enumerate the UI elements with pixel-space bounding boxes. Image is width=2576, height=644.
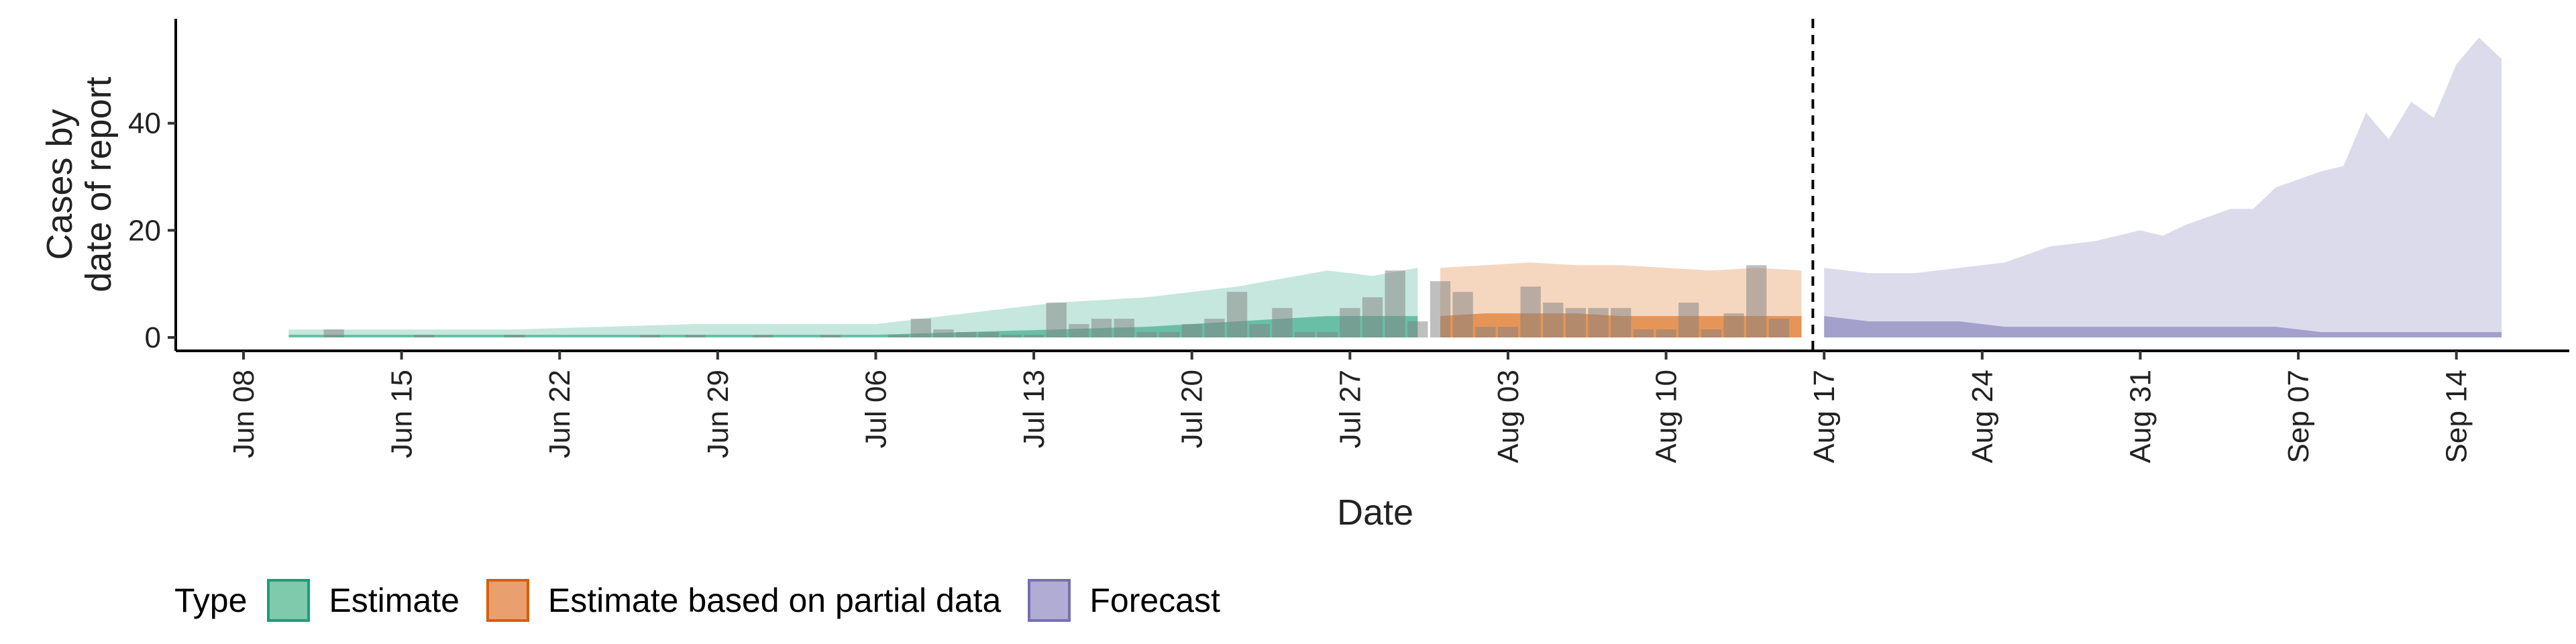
observed-bar bbox=[1588, 308, 1609, 338]
band-outer-forecast bbox=[1824, 37, 2502, 338]
legend-title: Type bbox=[174, 582, 248, 619]
observed-bar bbox=[1114, 319, 1134, 338]
legend-swatch-estimate bbox=[267, 579, 311, 622]
y-tick-label: 0 bbox=[145, 321, 161, 354]
observed-bar bbox=[910, 319, 931, 338]
observed-bar bbox=[1723, 313, 1744, 338]
y-tick-label: 20 bbox=[128, 214, 161, 247]
observed-bar bbox=[933, 329, 954, 338]
observed-bar bbox=[820, 335, 841, 338]
observed-bar bbox=[1430, 281, 1451, 338]
x-tick-label: Jun 08 bbox=[227, 370, 260, 458]
x-tick-label: Aug 24 bbox=[1966, 370, 1999, 463]
y-axis-title: Cases by date of report bbox=[40, 76, 119, 292]
observed-bar bbox=[1294, 332, 1316, 338]
observed-bar bbox=[639, 335, 661, 338]
observed-bar bbox=[1475, 327, 1496, 338]
band-outer-estimate bbox=[288, 268, 1418, 338]
observed-bar bbox=[1497, 327, 1519, 338]
x-tick-label: Jul 20 bbox=[1176, 370, 1209, 448]
legend-item-partial: Estimate based on partial data bbox=[486, 579, 1001, 622]
observed-bar bbox=[1452, 292, 1473, 338]
observed-bar bbox=[1069, 324, 1089, 338]
legend: Type Estimate Estimate based on partial … bbox=[174, 577, 1247, 624]
x-axis-title: Date bbox=[1337, 492, 1413, 533]
observed-bar bbox=[1543, 303, 1564, 338]
observed-bar bbox=[1091, 319, 1112, 338]
x-tick-label: Sep 07 bbox=[2282, 370, 2315, 463]
observed-bar bbox=[1046, 303, 1067, 338]
legend-label-estimate: Estimate bbox=[329, 582, 460, 619]
band-inner-estimate bbox=[288, 316, 1418, 338]
observed-bar bbox=[888, 335, 909, 338]
x-tick-label: Jul 06 bbox=[859, 370, 892, 448]
observed-bar bbox=[978, 332, 999, 338]
axes: 0 20 40 Jun 08 Jun 15 Jun 22 Jun 29 Jul 06 Jul 1… bbox=[128, 19, 2569, 463]
observed-bar bbox=[1746, 265, 1767, 338]
observed-bar bbox=[1249, 324, 1270, 338]
observed-bar bbox=[1001, 335, 1022, 338]
observed-bar bbox=[1701, 329, 1722, 338]
observed-bar bbox=[323, 329, 344, 338]
observed-bar bbox=[504, 335, 525, 338]
x-tick-label: Jun 29 bbox=[702, 370, 735, 458]
observed-bar bbox=[753, 335, 773, 338]
observed-bar bbox=[1204, 319, 1225, 338]
x-tick-label: Aug 31 bbox=[2124, 370, 2157, 463]
observed-bar bbox=[1611, 308, 1631, 338]
legend-swatch-partial bbox=[486, 579, 529, 622]
observed-bar bbox=[1023, 335, 1044, 338]
y-tick-label: 40 bbox=[128, 107, 161, 140]
observed-bar bbox=[1159, 332, 1180, 338]
legend-item-forecast: Forecast bbox=[1028, 579, 1220, 622]
observed-bar bbox=[1656, 329, 1676, 338]
x-tick-label: Jun 15 bbox=[386, 370, 419, 458]
observed-bar bbox=[1678, 303, 1699, 338]
observed-bar bbox=[1181, 324, 1202, 338]
x-tick-label: Jun 22 bbox=[543, 370, 576, 458]
observed-bar bbox=[1385, 270, 1405, 338]
observed-bar bbox=[1272, 308, 1293, 338]
observed-bar bbox=[685, 335, 706, 338]
observed-bar bbox=[1633, 329, 1654, 338]
observed-bar bbox=[414, 335, 435, 338]
observed-bar bbox=[1362, 297, 1383, 338]
observed-bar bbox=[1565, 308, 1587, 338]
x-tick-label: Aug 03 bbox=[1492, 370, 1525, 463]
observed-bar bbox=[1340, 308, 1360, 338]
legend-label-forecast: Forecast bbox=[1089, 582, 1220, 619]
observed-bar bbox=[1520, 286, 1541, 338]
x-tick-label: Aug 10 bbox=[1650, 370, 1683, 463]
y-axis-title-line-1: Cases by bbox=[40, 109, 80, 260]
legend-label-partial: Estimate based on partial data bbox=[547, 582, 1002, 619]
observed-bar bbox=[1407, 321, 1428, 338]
observed-bar bbox=[1317, 332, 1338, 338]
x-tick-label: Jul 13 bbox=[1018, 370, 1051, 448]
x-tick-label: Sep 14 bbox=[2440, 370, 2473, 463]
y-axis-title-line-2: date of report bbox=[78, 76, 119, 292]
x-tick-label: Aug 17 bbox=[1808, 370, 1841, 463]
legend-swatch-forecast bbox=[1028, 579, 1071, 622]
observed-case-bars bbox=[323, 265, 1790, 338]
observed-bar bbox=[955, 332, 977, 338]
legend-item-estimate: Estimate bbox=[267, 579, 460, 622]
observed-bar bbox=[1768, 319, 1790, 338]
band-inner-forecast bbox=[1824, 316, 2502, 338]
observed-bar bbox=[1226, 292, 1248, 338]
x-tick-label: Jul 27 bbox=[1334, 370, 1366, 448]
observed-bar bbox=[1136, 332, 1157, 338]
